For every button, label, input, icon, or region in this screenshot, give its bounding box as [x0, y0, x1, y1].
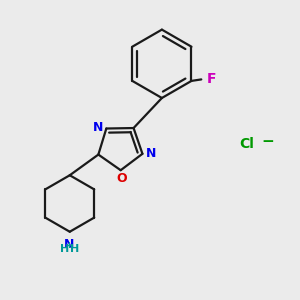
Text: H: H — [70, 244, 79, 254]
Text: N: N — [146, 147, 156, 160]
Text: −: − — [262, 134, 274, 148]
Text: H: H — [60, 244, 69, 254]
Text: F: F — [206, 72, 216, 86]
Text: +: + — [65, 241, 72, 250]
Text: N: N — [64, 238, 74, 251]
Text: O: O — [117, 172, 128, 185]
Text: N: N — [93, 121, 103, 134]
Text: Cl: Cl — [239, 137, 254, 151]
